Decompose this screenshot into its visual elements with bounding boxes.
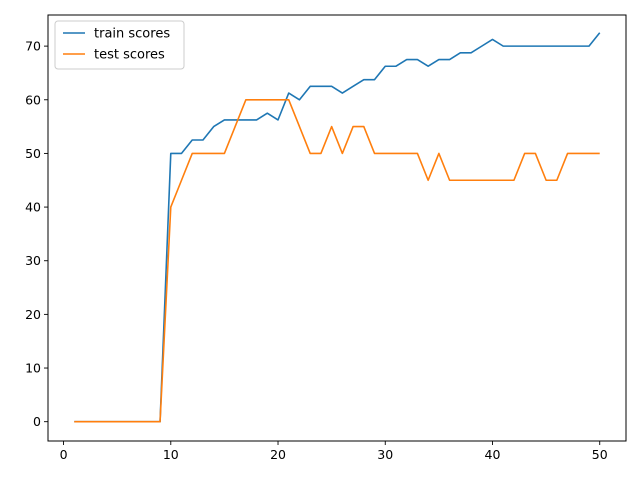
x-tick-label: 10 [163,447,179,462]
legend-frame [54,20,185,70]
legend-label: test scores [94,48,165,63]
x-tick-label: 40 [485,447,501,462]
y-tick-label: 0 [33,414,41,429]
x-tick-label: 0 [60,447,68,462]
y-tick-label: 10 [25,361,41,376]
plot-frame [47,14,627,442]
y-tick-label: 30 [25,253,41,268]
x-tick-label: 30 [377,447,393,462]
y-tick-label: 40 [25,200,41,215]
series-line-1 [74,98,600,423]
x-tick-label: 50 [592,447,608,462]
x-tick-label: 20 [270,447,286,462]
y-tick-label: 60 [25,92,41,107]
plot-area [48,15,626,441]
y-tick-label: 20 [25,307,41,322]
legend-label: train scores [94,27,170,42]
x-axis: 0 10 20 30 40 50 [60,441,608,462]
y-tick-label: 50 [25,146,41,161]
y-tick-label: 70 [25,39,41,54]
legend: train scores test scores [54,20,185,70]
y-axis: 0 10 20 30 40 50 60 70 [25,39,48,429]
series-layer [74,32,601,423]
